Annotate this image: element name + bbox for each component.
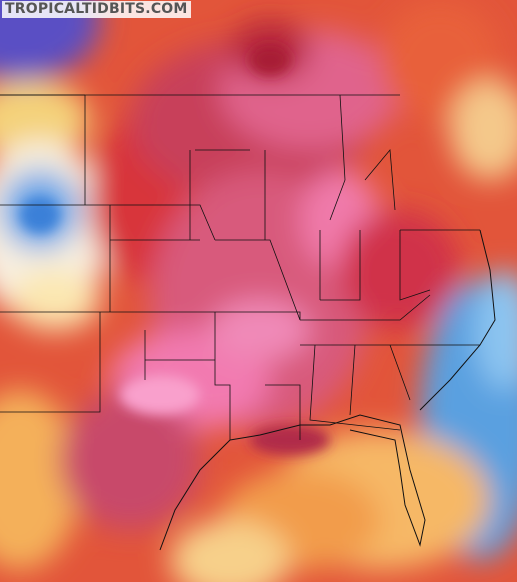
watermark: TROPICALTIDBITS.COM — [2, 1, 191, 18]
borders — [0, 94, 496, 551]
